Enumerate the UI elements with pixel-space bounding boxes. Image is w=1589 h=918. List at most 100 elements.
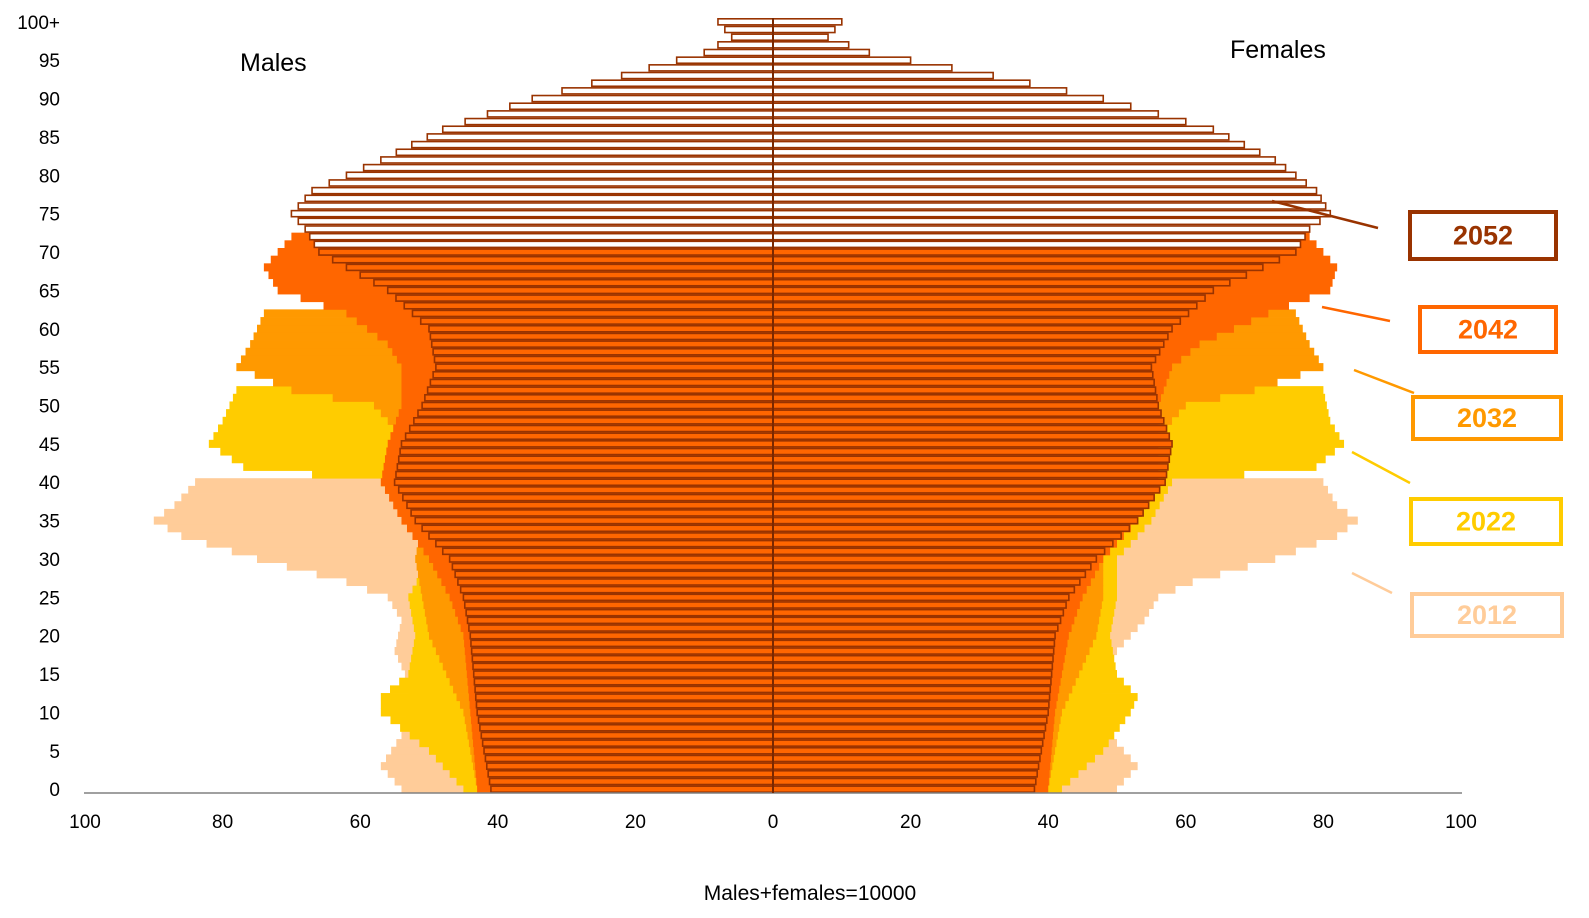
bar-male-2052-age-93 <box>620 71 774 80</box>
bar-female-2052-age-92 <box>772 79 1031 88</box>
bar-male-2052-age-95 <box>675 56 774 65</box>
bar-male-2052-age-68 <box>345 263 774 272</box>
bar-male-2052-age-97 <box>717 41 774 49</box>
series-2052 <box>290 17 1332 794</box>
bar-male-2052-age-74 <box>297 217 774 226</box>
bar-male-2052-age-17 <box>471 654 774 663</box>
legend-label: 2042 <box>1458 315 1518 345</box>
y-tick-label: 45 <box>39 435 60 456</box>
bar-female-2052-age-22 <box>772 616 1062 625</box>
bar-male-2052-age-2 <box>487 769 774 778</box>
bar-female-2052-age-47 <box>772 424 1168 433</box>
legend-pointer-line <box>1351 571 1393 595</box>
bar-male-2052-age-7 <box>480 731 774 740</box>
bar-female-2052-age-27 <box>772 578 1081 586</box>
bar-male-2052-age-64 <box>395 294 774 302</box>
bar-male-2052-age-87 <box>464 117 774 126</box>
y-tick-label: 50 <box>39 397 60 418</box>
bar-male-2052-age-89 <box>509 102 774 111</box>
bar-female-2052-age-91 <box>772 87 1068 95</box>
bar-female-2052-age-78 <box>772 186 1318 195</box>
bar-female-2052-age-35 <box>772 516 1139 525</box>
bar-male-2052-age-94 <box>648 64 774 72</box>
bar-female-2052-age-40 <box>772 478 1166 487</box>
bar-female-2052-age-71 <box>772 240 1302 249</box>
legend-box <box>1410 592 1564 638</box>
bar-female-2052-age-56 <box>772 355 1157 364</box>
x-tick-label: 100 <box>1445 812 1477 833</box>
bar-male-2052-age-8 <box>479 723 774 732</box>
bar-male-2052-age-6 <box>481 739 774 747</box>
y-tick-label: 30 <box>39 550 60 571</box>
bar-female-2052-age-19 <box>772 639 1056 648</box>
males-label: Males <box>240 49 307 77</box>
y-tick-label: 75 <box>39 205 60 226</box>
bar-female-2052-age-58 <box>772 340 1165 348</box>
bar-male-2052-age-33 <box>428 532 774 540</box>
bar-female-2052-age-24 <box>772 601 1067 609</box>
pyramid-bars <box>153 17 1358 794</box>
bar-female-2052-age-75 <box>772 209 1332 218</box>
bar-male-2052-age-5 <box>483 746 774 755</box>
bar-male-2052-age-18 <box>470 647 774 655</box>
bar-male-2052-age-75 <box>290 209 774 218</box>
bar-male-2052-age-44 <box>399 447 774 456</box>
bar-male-2052-age-92 <box>591 79 774 88</box>
bar-female-2052-age-89 <box>772 102 1132 111</box>
bar-male-2052-age-32 <box>435 539 774 548</box>
bar-male-2052-age-81 <box>362 163 774 172</box>
bar-female-2052-age-17 <box>772 654 1054 663</box>
bar-female-2052-age-98 <box>772 33 829 42</box>
bar-male-2052-age-72 <box>308 232 774 241</box>
bar-male-2052-age-1 <box>488 777 774 786</box>
bar-female-2052-age-64 <box>772 294 1206 302</box>
bar-female-2052-age-18 <box>772 647 1055 655</box>
legend-item-2042: 2042 <box>1321 305 1558 354</box>
bar-female-2052-age-65 <box>772 286 1215 295</box>
bar-female-2052-age-94 <box>772 64 953 72</box>
bar-female-2052-age-95 <box>772 56 912 65</box>
legend-label: 2032 <box>1457 403 1517 433</box>
bar-female-2052-age-9 <box>772 716 1048 724</box>
bar-male-2052-age-63 <box>403 301 774 310</box>
bar-female-2052-age-52 <box>772 386 1157 394</box>
bar-female-2052-age-55 <box>772 363 1153 371</box>
bar-male-2052-age-57 <box>432 347 774 356</box>
y-tick-label: 85 <box>39 128 60 149</box>
bar-male-2052-age-10 <box>476 708 774 717</box>
bar-male-2052-age-88 <box>486 110 774 118</box>
y-tick-label: 80 <box>39 166 60 187</box>
bar-female-2052-age-20 <box>772 631 1056 640</box>
bar-male-2052-age-39 <box>397 486 774 494</box>
bar-male-2052-age-55 <box>435 363 774 371</box>
x-tick-label: 100 <box>69 812 101 833</box>
bar-female-2052-age-79 <box>772 179 1308 187</box>
legend-box <box>1408 210 1558 261</box>
bar-female-2052-age-26 <box>772 585 1076 594</box>
bar-male-2052-age-82 <box>380 156 774 164</box>
bar-female-2052-age-81 <box>772 163 1287 172</box>
x-tick-label: 80 <box>212 812 233 833</box>
bar-male-2052-age-36 <box>410 509 774 517</box>
bar-male-2052-age-25 <box>462 593 774 602</box>
bar-male-2052-age-84 <box>410 140 774 149</box>
bar-female-2052-age-66 <box>772 278 1231 287</box>
legend-label: 2052 <box>1453 221 1513 251</box>
bar-female-2052-age-99 <box>772 25 836 34</box>
y-tick-label: 35 <box>39 512 60 533</box>
bar-female-2052-age-61 <box>772 317 1182 325</box>
females-label: Females <box>1230 36 1326 64</box>
bar-female-2052-age-12 <box>772 693 1051 701</box>
bar-male-2052-age-56 <box>433 355 774 364</box>
bar-female-2052-age-62 <box>772 309 1190 318</box>
bar-male-2052-age-14 <box>473 677 774 686</box>
bar-male-2052-age-80 <box>345 171 774 180</box>
bar-male-2052-age-26 <box>459 585 774 594</box>
bar-male-2052-age-51 <box>424 393 774 402</box>
bar-male-2052-age-37 <box>406 501 774 510</box>
bar-male-2052-age-12 <box>474 693 774 701</box>
bar-female-2052-age-25 <box>772 593 1070 602</box>
bar-male-2052-age-43 <box>397 455 774 464</box>
y-tick-label: 55 <box>39 358 60 379</box>
